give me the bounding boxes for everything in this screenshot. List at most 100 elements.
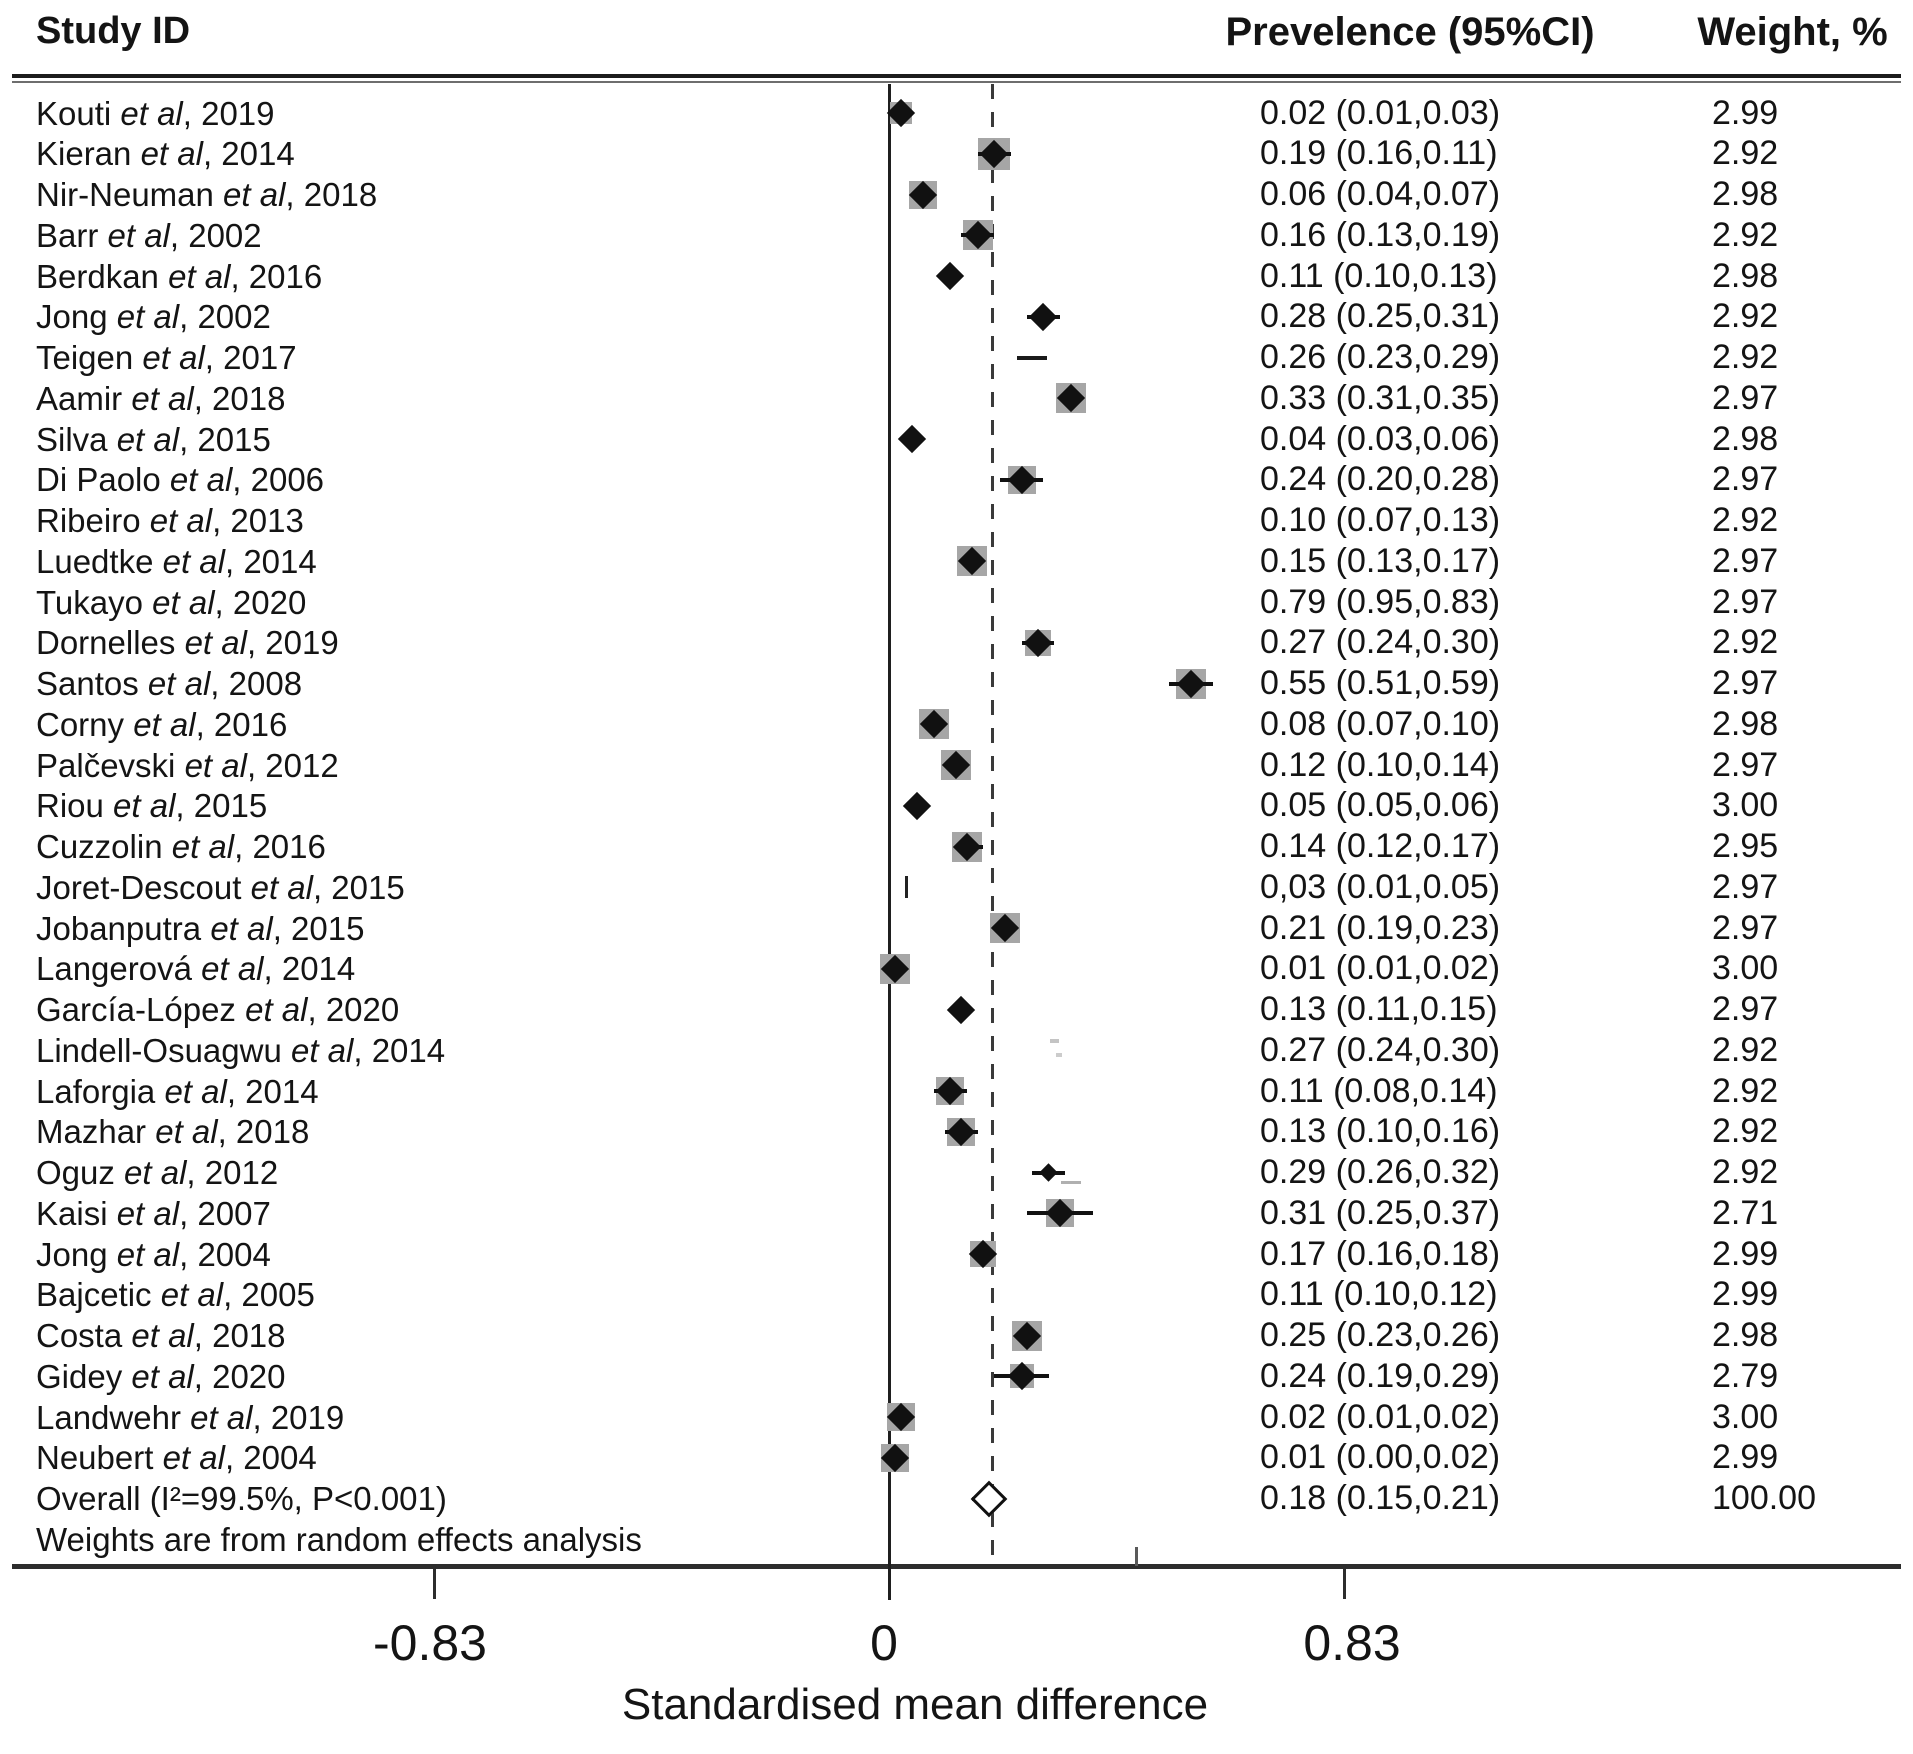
point-diamond [903,791,932,820]
weight-value: 2.97 [1712,908,1779,947]
study-label: Corny et al, 2016 [36,705,288,743]
prevalence-value: 0.19 (0.16,0.11) [1260,134,1498,173]
et-al-italic: et al [223,176,286,213]
prevalence-value: 0.06 (0.04,0.07) [1260,175,1501,213]
study-label: Riou et al, 2015 [36,787,268,825]
point-diamond [897,424,927,454]
weight-value: 2.92 [1712,1112,1779,1151]
study-label: Tukayo et al, 2020 [36,583,307,621]
et-al-italic: et al [162,542,225,580]
weight-value: 2.99 [1712,1438,1779,1477]
weight-value: 2.92 [1712,623,1779,662]
weight-value: 2.97 [1712,582,1779,621]
weight-value: 2.97 [1712,745,1779,784]
study-label: Overall (I²=99.5%, P<0.001) [36,1480,447,1517]
et-al-italic: et al [116,1194,180,1232]
prevalence-value: 0.24 (0.19,0.29) [1260,1356,1501,1395]
study-label: Gidey et al, 2020 [36,1357,286,1395]
x-tick-label-neg: -0.83 [373,1615,487,1671]
weight-value: 2.98 [1712,704,1779,743]
et-al-italic: et al [190,1398,253,1436]
weight-value: 2.92 [1712,297,1779,336]
prevalence-value: 0.11 (0.08,0.14) [1260,1071,1498,1110]
et-al-italic: et al [160,1276,224,1314]
weight-value: 2.71 [1712,1193,1779,1232]
study-label: Silva et al, 2015 [36,420,271,458]
weight-value: 3.00 [1712,949,1779,988]
et-al-italic: et al [131,379,194,417]
prevalence-value: 0.25 (0.23,0.26) [1260,1316,1501,1354]
weight-value: 2.79 [1712,1356,1779,1395]
stray-tick-artifact [1135,1547,1138,1566]
point-diamond [947,995,976,1024]
et-al-italic: et al [107,216,170,254]
column-header-weight: Weight, % [1697,10,1888,54]
prevalence-value: 0.28 (0.25,0.31) [1260,297,1501,336]
weight-value: 2.92 [1712,215,1779,254]
weight-value: 2.97 [1712,867,1779,906]
study-label: Kieran et al, 2014 [36,135,295,173]
weight-value: 2.99 [1712,93,1779,132]
weight-value: 2.99 [1712,1234,1779,1273]
et-al-italic: et al [201,950,264,988]
prevalence-value: 0.11 (0.10,0.12) [1260,1275,1498,1314]
prevalence-value: 0.17 (0.16,0.18) [1260,1234,1501,1273]
x-tick-neg [433,1566,436,1599]
study-label: Kouti et al, 2019 [36,94,275,132]
et-al-italic: et al [250,868,313,906]
x-axis-line [12,1564,1901,1569]
prevalence-value: 0.21 (0.19,0.23) [1260,908,1501,947]
et-al-italic: et al [152,583,215,621]
study-label: Ribeiro et al, 2013 [36,502,304,539]
et-al-italic: et al [124,1154,187,1191]
x-tick-label-zero: 0 [870,1615,898,1671]
prevalence-value: 0.01 (0.01,0.02) [1260,949,1501,988]
et-al-italic: et al [155,1113,218,1151]
weight-value: 2.97 [1712,990,1779,1028]
faint-mark [1055,1053,1062,1058]
prevalence-value: 0.27 (0.24,0.30) [1260,623,1501,662]
prevalence-value: 0.31 (0.25,0.37) [1260,1193,1501,1232]
prevalence-value: 0.16 (0.13,0.19) [1260,215,1501,254]
et-al-italic: et al [113,787,176,825]
prevalence-value: 0.05 (0.05,0.06) [1260,786,1501,825]
prevalence-value: 0.29 (0.26,0.32) [1260,1153,1501,1191]
prevalence-value: 0.79 (0.95,0.83) [1260,582,1501,621]
study-label: Lindell-Osuagwu et al, 2014 [36,1031,446,1069]
x-axis-title: Standardised mean difference [621,1680,1209,1729]
et-al-italic: et al [131,1317,194,1354]
study-label: Langerová et al, 2014 [36,950,356,988]
faint-mark [1049,1039,1059,1044]
prevalence-value: 0.27 (0.24,0.30) [1260,1030,1501,1069]
overall-estimate-dashed-line [991,84,994,1566]
study-label: Dornelles et al, 2019 [36,624,339,662]
prevalence-value: 0.26 (0.23,0.29) [1260,338,1501,376]
study-label: Berdkan et al, 2016 [36,257,323,295]
footnote: Weights are from random effects analysis [36,1520,642,1558]
et-al-italic: et al [168,257,231,295]
weight-value: 2.99 [1712,1275,1779,1314]
et-al-italic: et al [116,1235,180,1273]
prevalence-value: 0.13 (0.10,0.16) [1260,1112,1501,1151]
weight-value: 2.92 [1712,1030,1779,1069]
weight-value: 2.97 [1712,541,1779,580]
study-label: Costa et al, 2018 [36,1317,286,1354]
weight-value: 2.98 [1712,175,1779,213]
et-al-italic: et al [184,746,247,784]
et-al-italic: et al [116,298,180,336]
prevalence-value: 0,03 (0.01,0.05) [1260,867,1501,906]
study-label: Nir-Neuman et al, 2018 [36,176,378,213]
prevalence-value: 0.10 (0.07,0.13) [1260,501,1501,539]
study-label: Jong et al, 2002 [36,298,271,336]
et-al-italic: et al [142,339,205,376]
et-al-italic: et al [116,420,180,458]
et-al-italic: et al [133,705,196,743]
point-diamond [936,261,965,291]
study-label: Barr et al, 2002 [36,216,262,254]
study-label: Mazhar et al, 2018 [36,1113,310,1151]
column-header-study: Study ID [36,10,191,52]
study-label: Kaisi et al, 2007 [36,1194,271,1232]
column-header-prevalence: Prevelence (95%CI) [1225,10,1595,54]
weight-value: 3.00 [1712,786,1779,825]
